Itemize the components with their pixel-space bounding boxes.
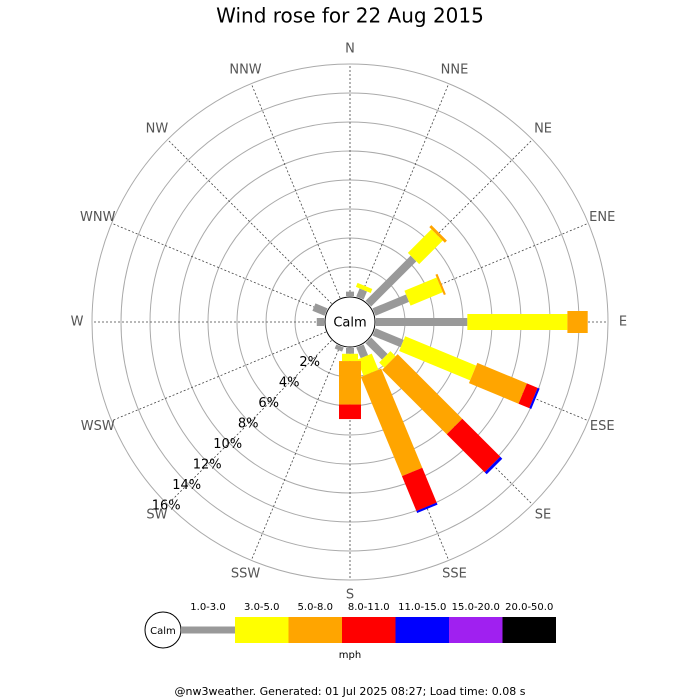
bar-segment xyxy=(339,361,361,405)
legend-swatch xyxy=(502,617,556,643)
direction-label: S xyxy=(346,588,354,603)
bar-segment xyxy=(407,229,443,265)
direction-label: SSW xyxy=(231,567,261,582)
bar-segment xyxy=(356,344,369,359)
r-tick-label: 16% xyxy=(152,498,181,513)
direction-label: WSW xyxy=(81,419,115,434)
direction-label: SSE xyxy=(442,567,467,582)
legend-label: 1.0-3.0 xyxy=(190,602,225,613)
legend-swatch xyxy=(181,626,235,634)
legend-label: 3.0-5.0 xyxy=(244,602,279,613)
spoke xyxy=(250,83,341,299)
r-tick-label: 4% xyxy=(279,375,300,390)
bar-segment xyxy=(372,294,410,316)
spoke xyxy=(167,139,332,304)
legend-label: 20.0-50.0 xyxy=(505,602,553,613)
r-tick-label: 12% xyxy=(193,457,222,472)
direction-label: NNE xyxy=(441,62,469,77)
calm-circle xyxy=(324,296,376,348)
bar-segment xyxy=(429,225,447,243)
bar-segment xyxy=(356,288,367,300)
bar-segment xyxy=(446,418,501,473)
legend-label: 15.0-20.0 xyxy=(452,602,500,613)
bar-segment xyxy=(360,368,423,477)
bar-segment xyxy=(416,502,438,513)
bar-segment xyxy=(376,318,468,326)
bar-segment xyxy=(404,277,443,306)
legend-swatch xyxy=(395,617,449,643)
r-tick-label: 2% xyxy=(299,355,320,370)
spoke xyxy=(111,222,327,313)
bar-segment xyxy=(355,282,373,294)
bar-segment xyxy=(339,404,361,420)
direction-label: W xyxy=(71,315,84,330)
bar-segment xyxy=(399,336,477,381)
bar-segment xyxy=(401,467,437,511)
bar-segment xyxy=(529,387,540,409)
bar-segment xyxy=(379,351,396,368)
direction-label: NW xyxy=(146,121,169,136)
legend-swatch xyxy=(449,617,503,643)
r-tick-label: 8% xyxy=(238,416,259,431)
bar-segment xyxy=(346,348,354,354)
legend-label: 11.0-15.0 xyxy=(398,602,446,613)
bar-segment xyxy=(567,311,588,333)
spoke xyxy=(250,345,341,561)
spoke xyxy=(111,331,327,422)
legend-label: 8.0-11.0 xyxy=(348,602,390,613)
bar-segment xyxy=(334,344,344,352)
calm-label: Calm xyxy=(333,316,366,331)
bar-segment xyxy=(356,353,379,376)
spoke xyxy=(167,340,332,505)
direction-label: WNW xyxy=(80,210,116,225)
footer: @nw3weather. Generated: 01 Jul 2025 08:2… xyxy=(175,685,526,698)
legend-calm-label: Calm xyxy=(150,626,176,637)
legend-swatch xyxy=(235,617,289,643)
direction-label: ENE xyxy=(589,210,615,225)
bar-segment xyxy=(435,273,446,296)
legend-swatch xyxy=(342,617,396,643)
bar-segment xyxy=(382,354,463,435)
direction-label: SE xyxy=(535,508,551,523)
bar-segment xyxy=(467,314,568,330)
r-tick-label: 6% xyxy=(258,396,279,411)
bar-segment xyxy=(342,353,358,362)
bar-segment xyxy=(316,318,324,326)
legend-unit: mph xyxy=(339,650,361,661)
direction-label: E xyxy=(619,315,627,330)
direction-label: NE xyxy=(534,121,552,136)
r-tick-label: 10% xyxy=(213,437,242,452)
bar-segment xyxy=(346,291,354,296)
grid-ring xyxy=(91,63,609,581)
spoke xyxy=(359,83,450,299)
bar-segment xyxy=(312,303,328,316)
chart-title: Wind rose for 22 Aug 2015 xyxy=(216,4,484,28)
direction-label: ESE xyxy=(590,419,615,434)
direction-label: NNW xyxy=(229,62,261,77)
legend-swatch xyxy=(288,617,342,643)
direction-label: SW xyxy=(146,508,167,523)
legend-label: 5.0-8.0 xyxy=(298,602,333,613)
direction-label: N xyxy=(345,42,355,57)
bar-segment xyxy=(372,328,404,348)
bar-segment xyxy=(468,362,527,404)
r-tick-label: 14% xyxy=(172,478,201,493)
bar-segment xyxy=(365,337,388,360)
bar-segment xyxy=(518,383,538,409)
spoke xyxy=(373,222,589,313)
spoke xyxy=(368,139,533,304)
bar-segment xyxy=(365,255,417,307)
bar-segment xyxy=(484,456,503,475)
